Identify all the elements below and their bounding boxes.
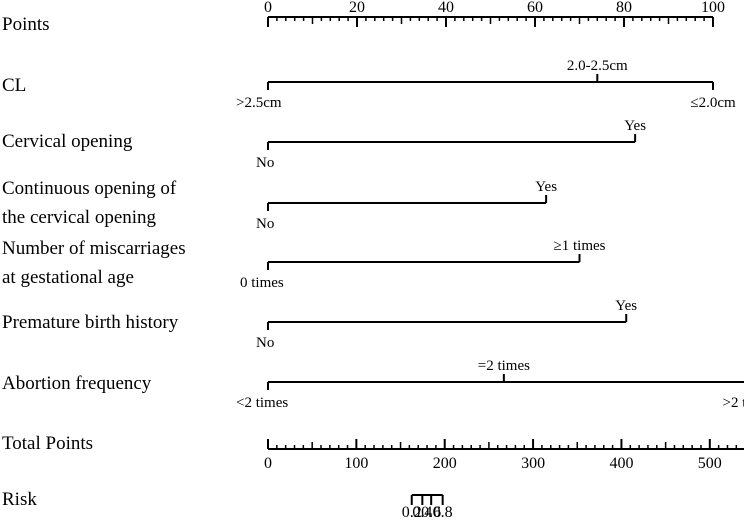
variable-label: Abortion frequency bbox=[2, 373, 152, 394]
variable-label: Number of miscarriages bbox=[2, 238, 186, 259]
risk-axis-tick-label: 0.2 bbox=[402, 504, 422, 520]
total-points-axis-tick-label: 100 bbox=[344, 455, 368, 472]
level-label: <2 times bbox=[236, 395, 288, 411]
level-label: No bbox=[256, 216, 274, 232]
variable-label-line2: the cervical opening bbox=[2, 207, 157, 228]
level-label: Yes bbox=[624, 118, 646, 134]
points-axis-tick-label: 40 bbox=[438, 0, 454, 16]
variable-label-line2: at gestational age bbox=[2, 267, 134, 288]
level-label: =2 times bbox=[478, 358, 530, 374]
level-label: >2 times bbox=[722, 395, 744, 411]
level-label: ≤2.0cm bbox=[690, 95, 736, 111]
level-label: >2.5cm bbox=[236, 95, 282, 111]
variable-label: CL bbox=[2, 75, 26, 96]
points-axis-tick-label: 80 bbox=[616, 0, 632, 16]
points-axis-tick-label: 0 bbox=[264, 0, 272, 16]
level-label: No bbox=[256, 335, 274, 351]
level-label: Yes bbox=[535, 179, 557, 195]
points-axis-tick-label: 100 bbox=[701, 0, 725, 16]
level-label: No bbox=[256, 155, 274, 171]
level-label: 2.0-2.5cm bbox=[567, 58, 628, 74]
total-points-axis-tick-label: 200 bbox=[433, 455, 457, 472]
level-label: ≥1 times bbox=[554, 238, 606, 254]
points-axis-tick-label: 60 bbox=[527, 0, 543, 16]
total-points-axis-tick-label: 0 bbox=[264, 455, 272, 472]
level-label: Yes bbox=[615, 298, 637, 314]
points-axis-tick-label: 20 bbox=[349, 0, 365, 16]
risk-axis-tick-label: 0.4 bbox=[412, 504, 432, 520]
variable-label: Continuous opening of bbox=[2, 178, 177, 199]
total-points-axis-tick-label: 500 bbox=[698, 455, 722, 472]
total-points-axis-tick-label: 400 bbox=[609, 455, 633, 472]
risk-axis-label: Risk bbox=[2, 489, 37, 510]
total-points-axis-tick-label: 300 bbox=[521, 455, 545, 472]
risk-axis-tick-label: 0.6 bbox=[421, 504, 441, 520]
points-axis-label: Points bbox=[2, 14, 50, 35]
variable-label: Premature birth history bbox=[2, 312, 179, 333]
variable-label: Cervical opening bbox=[2, 131, 133, 152]
total-points-axis-label: Total Points bbox=[2, 433, 93, 454]
risk-axis-tick-label: 0.8 bbox=[433, 504, 453, 520]
level-label: 0 times bbox=[240, 275, 284, 291]
